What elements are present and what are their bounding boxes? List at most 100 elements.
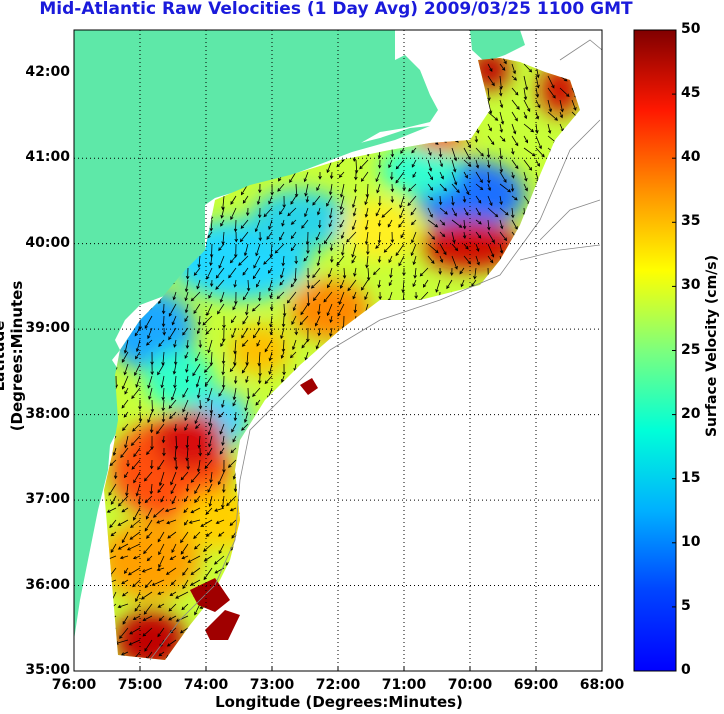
velocity-vector <box>170 387 177 401</box>
velocity-vector <box>340 243 345 256</box>
velocity-vector <box>535 87 540 98</box>
velocity-vector <box>192 363 201 377</box>
colorbar-tick-label: 30 <box>681 277 701 294</box>
velocity-vector <box>304 207 309 218</box>
velocity-vector <box>173 423 178 432</box>
velocity-vector <box>499 111 505 125</box>
velocity-vector <box>375 171 381 183</box>
velocity-vector <box>208 411 213 427</box>
velocity-vector <box>129 531 141 540</box>
velocity-vector <box>190 507 201 514</box>
colorbar-tick-label: 10 <box>681 533 701 550</box>
velocity-vector <box>243 411 249 423</box>
velocity-vector <box>231 327 237 339</box>
velocity-vector <box>145 339 153 346</box>
y-tick-label: 41:00 <box>25 149 70 166</box>
velocity-vector <box>184 423 189 431</box>
velocity-vector <box>535 147 545 158</box>
velocity-vector <box>232 387 237 401</box>
velocity-vector <box>475 243 480 252</box>
velocity-vector <box>233 375 238 385</box>
velocity-vector <box>241 339 249 347</box>
velocity-vector <box>243 243 249 257</box>
velocity-vector <box>195 375 201 388</box>
velocity-vector <box>169 555 177 560</box>
velocity-vector <box>277 183 285 192</box>
offshore-patch-1 <box>300 378 318 395</box>
velocity-vector <box>487 195 493 207</box>
velocity-vector <box>301 339 309 349</box>
velocity-vector <box>183 507 189 514</box>
velocity-vector <box>450 267 454 277</box>
velocity-vector <box>475 159 480 169</box>
velocity-vector <box>233 279 237 288</box>
velocity-vector <box>312 195 321 206</box>
velocity-vector <box>412 279 417 288</box>
velocity-vector <box>132 615 141 620</box>
velocity-vector <box>143 603 153 615</box>
velocity-vector <box>109 519 117 529</box>
velocity-vector <box>108 483 117 496</box>
velocity-vector <box>144 639 153 652</box>
velocity-vector <box>253 255 261 269</box>
velocity-vector <box>217 303 225 315</box>
velocity-vector <box>145 507 153 520</box>
velocity-vector <box>303 171 309 183</box>
velocity-vector <box>120 651 129 656</box>
velocity-vector <box>281 375 285 383</box>
velocity-vector <box>157 483 165 494</box>
velocity-vector <box>499 123 503 133</box>
velocity-vector <box>535 99 541 109</box>
velocity-vector <box>181 603 189 611</box>
velocity-vector <box>168 327 177 341</box>
velocity-vector <box>364 219 369 231</box>
velocity-vector <box>229 363 237 373</box>
velocity-vector <box>359 159 369 170</box>
velocity-vector <box>305 195 310 203</box>
velocity-vector <box>353 183 358 194</box>
velocity-vector <box>221 399 225 409</box>
velocity-vector <box>306 267 310 279</box>
velocity-vector <box>487 255 494 264</box>
velocity-vector <box>274 243 285 254</box>
velocity-vector <box>174 459 179 471</box>
velocity-vector <box>218 243 225 252</box>
velocity-vector <box>168 603 177 612</box>
velocity-vector <box>149 483 154 495</box>
velocity-vector <box>329 315 333 324</box>
velocity-vector <box>487 183 492 192</box>
velocity-vector <box>197 315 202 326</box>
velocity-vector <box>487 207 499 218</box>
velocity-vector <box>398 219 405 228</box>
velocity-vector <box>158 471 165 487</box>
velocity-vector <box>475 147 484 157</box>
velocity-vector <box>135 591 141 603</box>
velocity-vector <box>204 459 213 470</box>
velocity-vector <box>306 279 311 290</box>
velocity-vector <box>233 483 238 493</box>
velocity-vector <box>119 627 129 639</box>
velocity-vector <box>120 447 129 459</box>
velocity-vector <box>487 123 492 132</box>
velocity-vector <box>388 255 393 264</box>
velocity-vector <box>121 507 129 513</box>
velocity-vector <box>185 447 189 462</box>
colorbar-tick-label: 50 <box>681 21 701 37</box>
velocity-vector <box>180 471 189 481</box>
velocity-vector <box>475 219 482 225</box>
velocity-vector <box>306 327 310 343</box>
velocity-vector <box>183 495 189 503</box>
velocity-vector <box>217 471 225 486</box>
velocity-vector <box>121 399 129 409</box>
velocity-vector <box>487 99 493 115</box>
velocity-vector <box>439 159 444 168</box>
velocity-vector <box>209 279 214 288</box>
velocity-vector <box>451 171 458 186</box>
velocity-vector <box>213 555 225 565</box>
velocity-vector <box>233 219 238 233</box>
x-tick-label: 75:00 <box>117 677 163 693</box>
velocity-vector <box>460 279 465 288</box>
velocity-vector <box>511 171 515 179</box>
velocity-vector <box>205 531 213 537</box>
velocity-vector <box>129 627 141 635</box>
